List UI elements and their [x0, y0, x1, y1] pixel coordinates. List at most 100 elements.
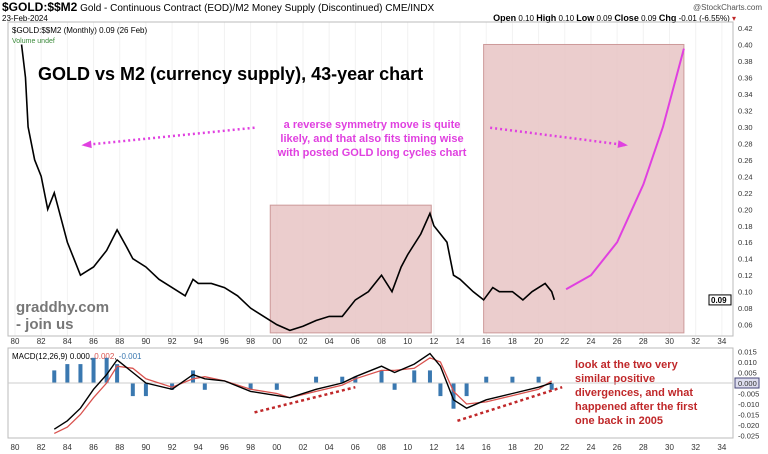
price-x-tick-label: 12 — [429, 337, 438, 346]
macd-histogram-bar — [438, 383, 443, 397]
macd-histogram-bar — [464, 383, 469, 397]
price-x-tick-label: 32 — [691, 337, 700, 346]
macd-x-tick-label: 98 — [246, 443, 255, 452]
high-value: 0.10 — [558, 14, 575, 23]
low-label: Low — [576, 13, 595, 23]
price-x-tick-label: 80 — [11, 337, 20, 346]
macd-panel — [7, 347, 734, 439]
price-y-tick-label: 0.40 — [738, 40, 753, 49]
macd-x-tick-label: 00 — [272, 443, 281, 452]
macd-y-tick-label: 0.010 — [738, 358, 757, 367]
price-x-tick-label: 28 — [639, 337, 648, 346]
annotation-line-2: likely, and that also fits timing wise — [280, 133, 463, 145]
exchange: CME/INDX — [385, 3, 435, 14]
macd-x-tick-label: 92 — [168, 443, 177, 452]
price-y-tick-label: 0.20 — [738, 205, 753, 214]
macd-x-tick-label: 34 — [717, 443, 726, 452]
price-x-tick-label: 26 — [613, 337, 622, 346]
price-x-tick-label: 04 — [325, 337, 334, 346]
macd-histogram-bar — [412, 370, 417, 384]
macd-y-tick-label: -0.015 — [738, 411, 759, 420]
close-value: 0.09 — [641, 14, 657, 23]
macd-annotation-line-2: similar positive — [575, 373, 655, 385]
macd-x-tick-label: 82 — [37, 443, 46, 452]
macd-histogram-bar — [202, 383, 207, 390]
macd-y-tick-label: -0.025 — [738, 432, 759, 441]
macd-value: 0.000 — [70, 352, 91, 361]
watermark-line-1: graddhy.com — [16, 299, 109, 316]
macd-histogram-bar — [115, 364, 120, 384]
chg-value: -0.01 (-6.55%) — [678, 14, 730, 23]
macd-histogram-bar — [78, 364, 83, 384]
macd-y-tick-label: -0.010 — [738, 400, 759, 409]
macd-annotation-line-5: one back in 2005 — [575, 415, 663, 427]
price-x-tick-label: 00 — [272, 337, 281, 346]
price-y-tick-label: 0.34 — [738, 90, 753, 99]
price-x-tick-label: 94 — [194, 337, 203, 346]
divergence-trendline-1 — [254, 385, 356, 414]
chart-title-bar: $GOLD:$$M2 Gold - Continuous Contract (E… — [2, 1, 435, 14]
macd-x-tick-label: 14 — [456, 443, 465, 452]
arrow-1 — [84, 126, 255, 147]
macd-annotation-line-4: happened after the first — [575, 401, 698, 413]
macd-x-tick-label: 04 — [325, 443, 334, 452]
low-value: 0.09 — [596, 14, 613, 23]
price-y-tick-label: 0.24 — [738, 172, 753, 181]
macd-histogram-bar — [91, 357, 96, 384]
price-x-tick-label: 90 — [141, 337, 150, 346]
main-title: GOLD vs M2 (currency supply), 43-year ch… — [38, 64, 423, 84]
macd-x-tick-label: 32 — [691, 443, 700, 452]
price-y-tick-label: 0.16 — [738, 238, 753, 247]
macd-x-tick-label: 10 — [403, 443, 412, 452]
price-x-tick-label: 06 — [351, 337, 360, 346]
macd-histogram-bar — [52, 370, 57, 384]
macd-histogram-bar — [536, 376, 541, 384]
macd-histogram-bar — [130, 383, 135, 397]
macd-histogram-bar — [379, 370, 384, 384]
price-y-tick-label: 0.14 — [738, 255, 753, 264]
macd-y-tick-label: -0.020 — [738, 421, 759, 430]
macd-x-tick-label: 96 — [220, 443, 229, 452]
price-line — [20, 44, 556, 332]
macd-x-tick-label: 90 — [141, 443, 150, 452]
macd-y-tick-label: 0.015 — [738, 348, 757, 357]
macd-histogram-bar — [248, 383, 253, 390]
macd-x-tick-label: 06 — [351, 443, 360, 452]
macd-y-tick-label: 0.000 — [738, 379, 757, 388]
price-x-tick-label: 30 — [665, 337, 674, 346]
price-y-tick-label: 0.42 — [738, 24, 753, 33]
price-x-tick-label: 08 — [377, 337, 386, 346]
macd-histogram-bar — [314, 376, 319, 384]
macd-x-tick-label: 20 — [534, 443, 543, 452]
description: Gold - Continuous Contract (EOD)/M2 Mone… — [80, 3, 383, 14]
open-label: Open — [493, 13, 517, 23]
price-y-tick-label: 0.10 — [738, 288, 753, 297]
close-label: Close — [614, 13, 639, 23]
volume-legend: Volume undef — [12, 38, 55, 45]
chart-date: 23-Feb-2024 — [2, 14, 48, 23]
macd-x-tick-label: 84 — [63, 443, 72, 452]
price-y-tick-label: 0.38 — [738, 57, 753, 66]
price-x-tick-label: 22 — [560, 337, 569, 346]
macd-x-tick-label: 24 — [587, 443, 596, 452]
macd-x-tick-label: 28 — [639, 443, 648, 452]
macd-histogram-bar — [274, 383, 279, 390]
macd-histogram-bar — [510, 376, 515, 384]
macd-x-tick-label: 12 — [429, 443, 438, 452]
open-value: 0.10 — [518, 14, 534, 23]
price-x-tick-label: 14 — [456, 337, 465, 346]
price-panel — [7, 21, 734, 337]
macd-histogram-bar — [143, 383, 148, 397]
macd-y-tick-label: 0.005 — [738, 369, 757, 378]
macd-x-tick-label: 16 — [482, 443, 491, 452]
brand-logo: @StockCharts.com — [692, 3, 762, 12]
macd-x-tick-label: 80 — [11, 443, 20, 452]
macd-histogram-bar — [65, 364, 70, 384]
annotation-line-1: a reverse symmetry move is quite — [284, 119, 461, 131]
price-x-tick-label: 34 — [717, 337, 726, 346]
last-value-label: 0.09 — [711, 296, 727, 305]
macd-legend: MACD(12,26,9) 0.000, 0.002, -0.001 — [12, 352, 142, 361]
macd-x-tick-label: 02 — [299, 443, 308, 452]
macd-histogram-bar — [484, 376, 489, 384]
